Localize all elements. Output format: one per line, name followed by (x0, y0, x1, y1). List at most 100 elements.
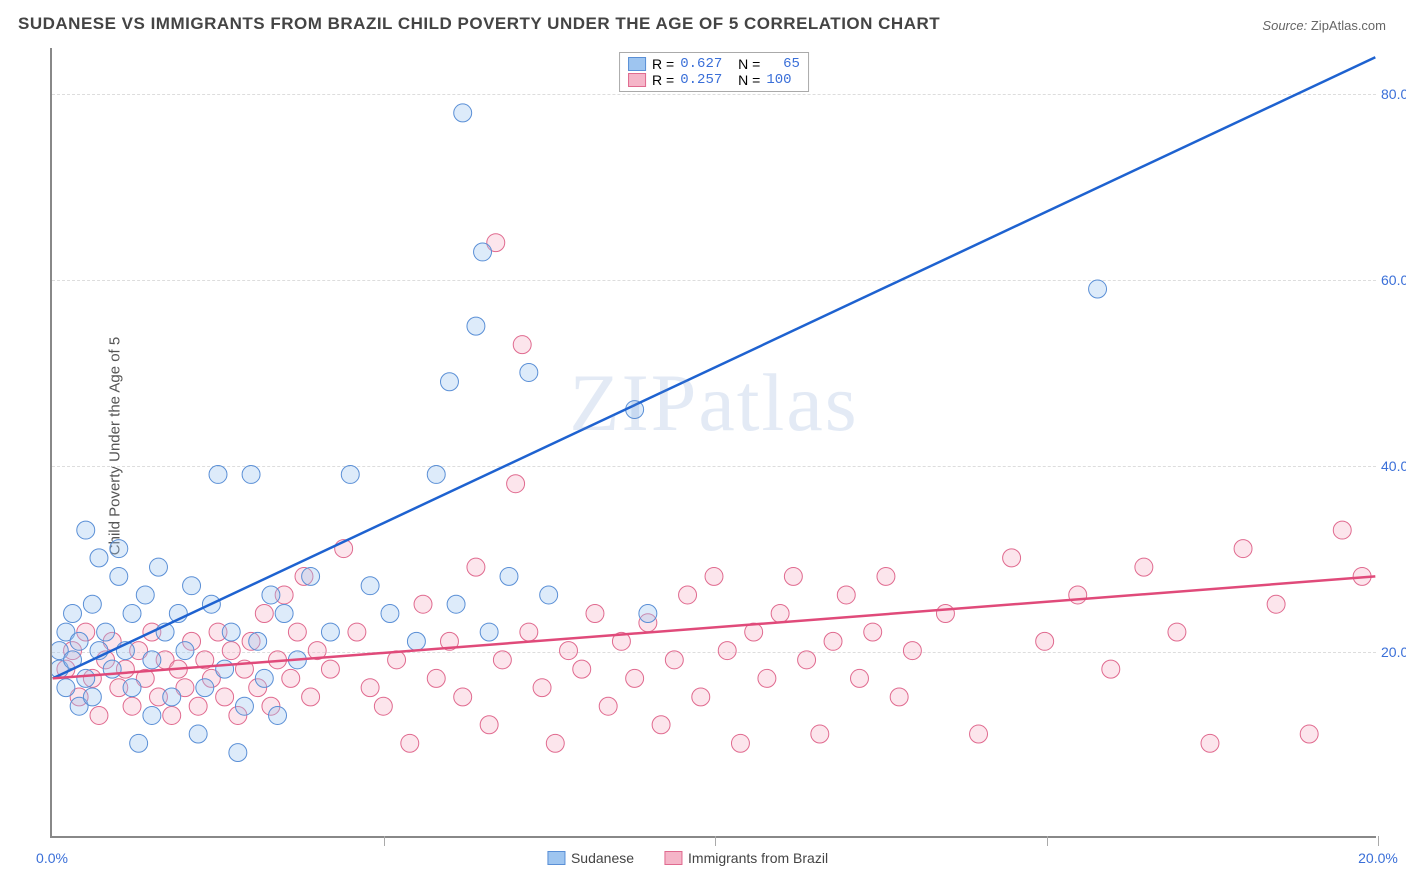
legend-label-2: Immigrants from Brazil (688, 850, 828, 866)
scatter-point (500, 567, 518, 585)
scatter-point (705, 567, 723, 585)
chart-plot-area: ZIPatlas R = 0.627 N = 65 R = 0.257 N = … (50, 48, 1376, 838)
scatter-point (321, 660, 339, 678)
scatter-point (903, 642, 921, 660)
n-label: N = (738, 56, 760, 72)
ytick-label: 20.0% (1381, 644, 1406, 660)
scatter-point (110, 540, 128, 558)
r-value-1: 0.627 (680, 56, 722, 72)
scatter-svg (52, 48, 1376, 836)
scatter-point (348, 623, 366, 641)
scatter-point (731, 734, 749, 752)
scatter-point (242, 465, 260, 483)
scatter-point (302, 688, 320, 706)
scatter-point (216, 660, 234, 678)
scatter-point (560, 642, 578, 660)
scatter-point (784, 567, 802, 585)
scatter-point (381, 605, 399, 623)
scatter-point (1333, 521, 1351, 539)
scatter-point (64, 605, 82, 623)
scatter-point (90, 549, 108, 567)
scatter-point (361, 577, 379, 595)
scatter-point (1135, 558, 1153, 576)
scatter-point (216, 688, 234, 706)
r-label: R = (652, 72, 674, 88)
scatter-point (83, 595, 101, 613)
scatter-point (163, 688, 181, 706)
legend-swatch-2 (628, 73, 646, 87)
scatter-point (143, 651, 161, 669)
scatter-point (1201, 734, 1219, 752)
scatter-point (361, 679, 379, 697)
scatter-point (599, 697, 617, 715)
source-attribution: Source: ZipAtlas.com (1262, 18, 1386, 33)
ytick-label: 80.0% (1381, 86, 1406, 102)
scatter-point (321, 623, 339, 641)
scatter-point (970, 725, 988, 743)
scatter-point (255, 669, 273, 687)
scatter-point (692, 688, 710, 706)
legend-swatch-1 (628, 57, 646, 71)
scatter-point (454, 104, 472, 122)
scatter-point (798, 651, 816, 669)
n-label: N = (738, 72, 760, 88)
scatter-point (130, 734, 148, 752)
xtick-mark (715, 836, 716, 846)
scatter-point (665, 651, 683, 669)
scatter-point (586, 605, 604, 623)
scatter-point (262, 586, 280, 604)
scatter-point (1234, 540, 1252, 558)
legend-item-1: Sudanese (547, 850, 634, 866)
scatter-point (209, 465, 227, 483)
scatter-point (679, 586, 697, 604)
legend-bottom-swatch-1 (547, 851, 565, 865)
scatter-point (275, 605, 293, 623)
r-value-2: 0.257 (680, 72, 722, 88)
scatter-point (97, 623, 115, 641)
scatter-point (447, 595, 465, 613)
scatter-point (427, 465, 445, 483)
scatter-point (374, 697, 392, 715)
xtick-label: 20.0% (1358, 850, 1398, 866)
scatter-point (222, 623, 240, 641)
scatter-point (890, 688, 908, 706)
legend-item-2: Immigrants from Brazil (664, 850, 828, 866)
scatter-point (83, 688, 101, 706)
series-legend: Sudanese Immigrants from Brazil (547, 850, 828, 866)
xtick-mark (1378, 836, 1379, 846)
scatter-point (189, 697, 207, 715)
scatter-point (123, 605, 141, 623)
scatter-point (70, 632, 88, 650)
scatter-point (229, 744, 247, 762)
scatter-point (837, 586, 855, 604)
chart-title: SUDANESE VS IMMIGRANTS FROM BRAZIL CHILD… (18, 14, 940, 34)
scatter-point (546, 734, 564, 752)
scatter-point (652, 716, 670, 734)
scatter-point (811, 725, 829, 743)
scatter-point (718, 642, 736, 660)
scatter-point (540, 586, 558, 604)
scatter-point (176, 642, 194, 660)
scatter-point (877, 567, 895, 585)
scatter-point (1036, 632, 1054, 650)
xtick-mark (384, 836, 385, 846)
scatter-point (183, 577, 201, 595)
n-value-1: 65 (766, 56, 800, 72)
correlation-legend: R = 0.627 N = 65 R = 0.257 N = 100 (619, 52, 809, 92)
scatter-point (222, 642, 240, 660)
scatter-point (1089, 280, 1107, 298)
scatter-point (639, 605, 657, 623)
scatter-point (1168, 623, 1186, 641)
scatter-point (454, 688, 472, 706)
source-label: Source: (1262, 18, 1307, 33)
scatter-point (163, 707, 181, 725)
xtick-label: 0.0% (36, 850, 68, 866)
scatter-point (196, 679, 214, 697)
scatter-point (1102, 660, 1120, 678)
scatter-point (480, 623, 498, 641)
scatter-point (520, 623, 538, 641)
scatter-point (480, 716, 498, 734)
scatter-point (507, 475, 525, 493)
scatter-point (77, 669, 95, 687)
scatter-point (851, 669, 869, 687)
